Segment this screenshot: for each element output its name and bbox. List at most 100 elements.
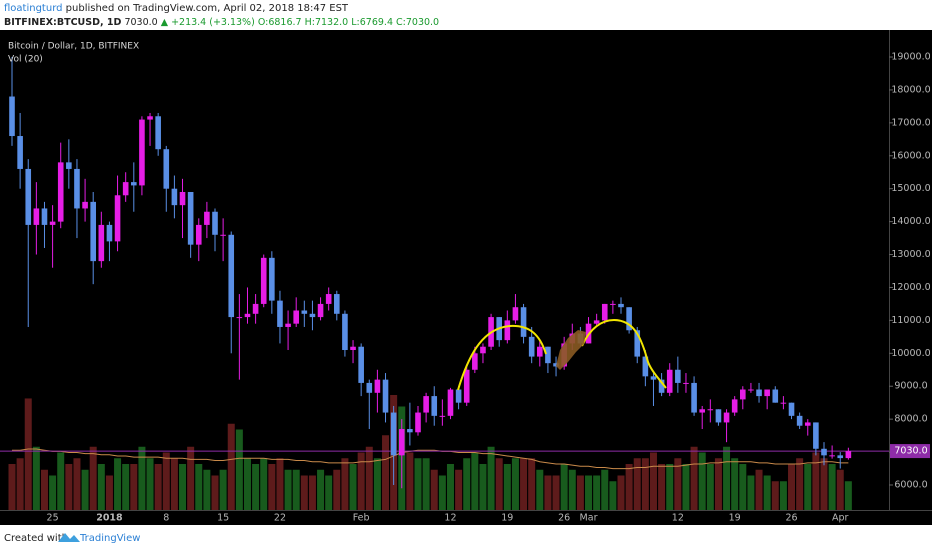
candle-body: [675, 369, 681, 383]
volume-bar: [609, 481, 617, 510]
volume-bar: [771, 481, 779, 510]
volume-bar: [382, 435, 390, 510]
y-tick-label: 10000.0: [891, 348, 930, 359]
volume-bar: [252, 464, 260, 510]
x-tick-label: 25: [47, 513, 59, 524]
y-tick-label: 14000.0: [891, 216, 930, 227]
candle-body: [634, 330, 641, 357]
candle-body: [82, 201, 88, 209]
y-tick-label: 8000.0: [894, 414, 927, 425]
candle-body: [244, 313, 251, 318]
volume-bar: [633, 458, 641, 510]
candle-body: [122, 182, 129, 196]
candle-body: [74, 168, 80, 209]
candle-body: [553, 363, 559, 367]
candle-body: [17, 136, 23, 169]
candle-body: [220, 234, 226, 236]
candle-body: [9, 96, 15, 137]
candle-body: [463, 369, 470, 403]
volume-bar: [154, 464, 162, 510]
volume-bar: [560, 464, 568, 510]
candle-body: [41, 208, 48, 225]
candle-body: [358, 346, 364, 383]
volume-bar: [844, 481, 852, 510]
author[interactable]: floatingturd: [4, 3, 62, 14]
candle-body: [106, 224, 113, 242]
volume-bar: [146, 458, 154, 510]
volume-bar: [601, 469, 609, 510]
volume-bar: [463, 458, 471, 510]
volume-bar: [114, 458, 122, 510]
candle-body: [66, 162, 72, 169]
volume-bar: [341, 458, 349, 510]
volume-bar: [593, 475, 601, 510]
volume-bar: [536, 469, 544, 510]
x-tick-label: 15: [217, 513, 229, 524]
candle-body: [398, 429, 405, 456]
y-tick-label: 6000.0: [894, 479, 927, 490]
volume-bar: [170, 458, 178, 510]
volume-bar: [333, 469, 341, 510]
high-label: H:7132.0: [305, 17, 349, 28]
candle-body: [139, 119, 145, 186]
volume-bar: [698, 452, 706, 510]
volume-bar: [820, 458, 828, 510]
volume-bar: [179, 464, 187, 510]
volume-bar: [739, 464, 747, 510]
volume-bar: [105, 475, 113, 510]
y-tick-label: 9000.0: [894, 381, 927, 392]
brand[interactable]: TradingView: [79, 533, 140, 544]
drawn-arc-left: [457, 324, 547, 391]
volume-bar: [243, 458, 251, 510]
candle-body: [33, 208, 40, 225]
volume-ma-line: [12, 448, 849, 470]
volume-bar: [471, 452, 479, 510]
y-tick-label: 18000.0: [891, 84, 930, 95]
candle-body: [650, 376, 657, 380]
candle-body: [407, 429, 413, 433]
volume-bar: [552, 475, 560, 510]
published: published on TradingView.com, April 02, …: [66, 3, 349, 14]
volume-bar: [211, 475, 219, 510]
volume-bar: [446, 464, 454, 510]
candle-body: [212, 211, 218, 235]
volume-bar: [585, 475, 593, 510]
candle-body: [642, 356, 649, 377]
chart-title: Bitcoin / Dollar, 1D, BITFINEX: [8, 42, 139, 52]
volume-bar: [747, 475, 755, 510]
last-price-tag-label: 7030.0: [894, 446, 927, 457]
candle-body: [528, 336, 535, 357]
y-tick-label: 16000.0: [891, 150, 930, 161]
x-tick-label: 26: [558, 513, 570, 524]
candle-body: [187, 191, 194, 245]
candle-body: [756, 389, 762, 397]
candle-body: [772, 389, 779, 403]
quote-line: BITFINEX:BTCUSD, 1D 7030.0 ▲ +213.4 (+3.…: [4, 17, 439, 28]
volume-bar: [723, 446, 731, 510]
volume-bar: [130, 464, 138, 510]
candle-body: [155, 116, 161, 150]
volume-bar: [836, 469, 844, 510]
candle-body: [350, 346, 356, 351]
volume-bar: [81, 469, 89, 510]
created-with: Created with: [4, 533, 68, 544]
volume-bar: [73, 458, 81, 510]
volume-bar: [308, 475, 316, 510]
volume-bar: [317, 469, 325, 510]
x-tick-label: 2018: [96, 513, 123, 524]
volume-bar: [755, 469, 763, 510]
candle-body: [821, 448, 827, 456]
candle-body: [423, 396, 429, 413]
volume-bar: [788, 464, 796, 510]
close-label: C:7030.0: [396, 17, 439, 28]
candle-body: [780, 402, 787, 404]
symbol: BITFINEX:BTCUSD, 1D: [4, 17, 122, 28]
x-tick-label: 19: [729, 513, 741, 524]
volume-bar: [138, 446, 146, 510]
candle-body: [439, 415, 446, 417]
volume-bar: [520, 458, 528, 510]
volume-bar: [187, 446, 195, 510]
volume-bar: [422, 458, 430, 510]
volume-bar: [682, 464, 690, 510]
